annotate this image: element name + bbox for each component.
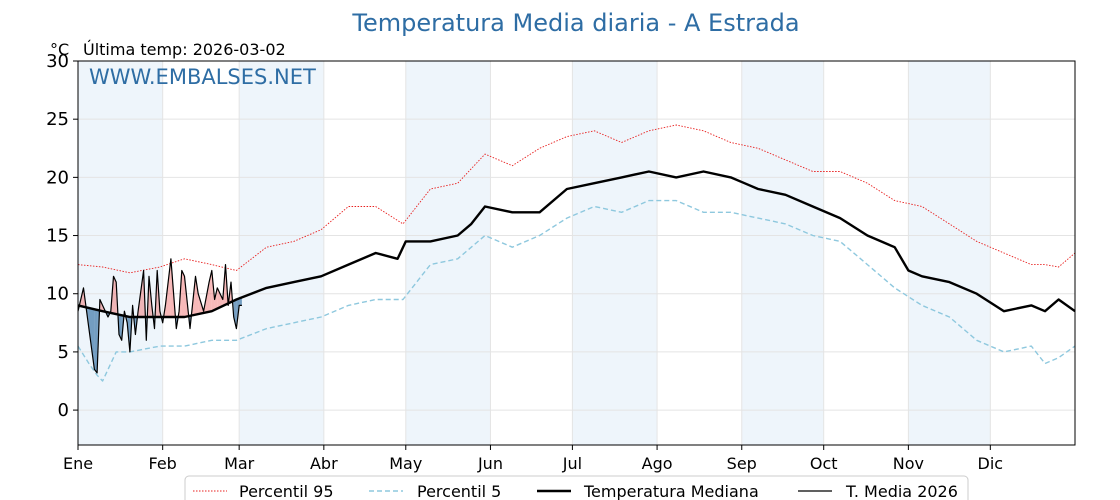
x-tick-label: Oct	[810, 454, 838, 473]
legend-label-median: Temperatura Mediana	[583, 482, 759, 500]
y-tick-label: 25	[46, 109, 69, 130]
x-tick-label: Jul	[562, 454, 582, 473]
month-band	[572, 61, 657, 445]
y-tick-label: 5	[58, 342, 69, 363]
chart-title: Temperatura Media diaria - A Estrada	[351, 9, 799, 37]
y-tick-label: 15	[46, 226, 69, 247]
legend: Percentil 95 Percentil 5 Temperatura Med…	[185, 476, 968, 500]
fill-below-median	[94, 309, 97, 373]
month-band	[239, 61, 324, 445]
month-band	[78, 61, 163, 445]
month-band	[742, 61, 824, 445]
x-tick-label: Abr	[310, 454, 338, 473]
y-tick-label: 10	[46, 284, 69, 305]
y-tick-label: 0	[58, 400, 69, 421]
x-tick-label: Nov	[893, 454, 924, 473]
x-tick-label: Feb	[149, 454, 177, 473]
legend-label-current: T. Media 2026	[845, 482, 958, 500]
x-tick-label: Ago	[642, 454, 673, 473]
month-band	[908, 61, 990, 445]
y-tick-label: 20	[46, 167, 69, 188]
x-tick-label: Jun	[477, 454, 503, 473]
last-temp-label: Última temp: 2026-03-02	[83, 40, 286, 59]
legend-label-p5: Percentil 5	[417, 482, 501, 500]
legend-label-p95: Percentil 95	[239, 482, 334, 500]
x-tick-label: Mar	[224, 454, 255, 473]
x-tick-label: Ene	[63, 454, 93, 473]
x-tick-label: Sep	[727, 454, 757, 473]
watermark: WWW.EMBALSES.NET	[89, 65, 316, 89]
x-tick-label: Dic	[978, 454, 1004, 473]
unit-label: °C	[50, 40, 69, 59]
month-band	[406, 61, 491, 445]
x-tick-label: May	[389, 454, 422, 473]
